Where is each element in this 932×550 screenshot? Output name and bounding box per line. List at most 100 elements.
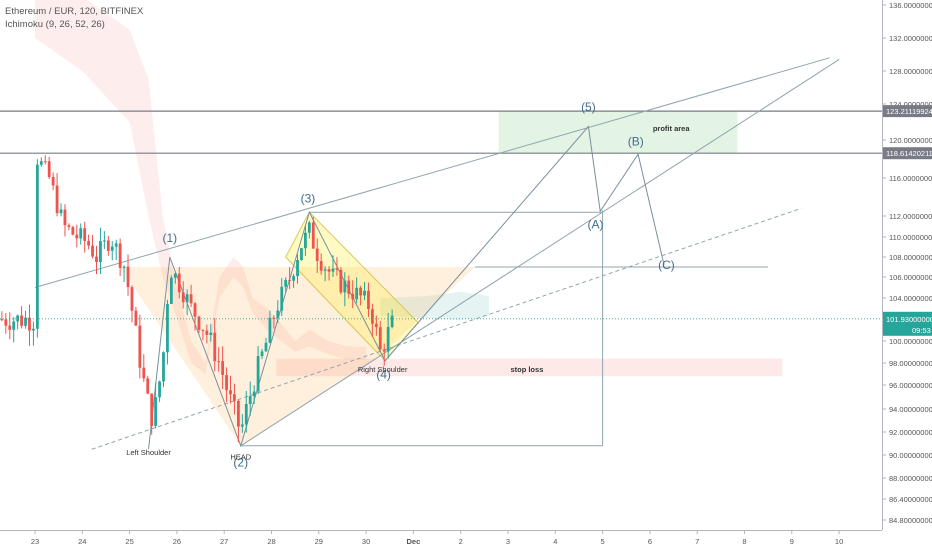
time-axis[interactable]: 23 24 25 26 27 28 29 30 Dec 2 3 4 5 6 7 8 9 10	[0, 530, 882, 546]
time-tick-label: Dec	[407, 537, 421, 546]
candle	[43, 161, 47, 163]
candle	[359, 287, 362, 296]
candle	[347, 280, 351, 294]
candle	[213, 332, 217, 362]
candle	[221, 361, 225, 376]
candle	[260, 351, 264, 357]
time-tick-label: 9	[790, 537, 794, 546]
pattern-annotation: Right Shoulder	[358, 365, 408, 374]
price-tick-label: 132.00000000	[889, 34, 932, 43]
candle	[181, 292, 185, 303]
price-tick-label: 86.40000000	[889, 495, 932, 504]
price-tick-label: 98.00000000	[889, 359, 932, 368]
candle	[87, 240, 91, 246]
time-tick-label: 10	[835, 537, 843, 546]
price-tick-label: 90.00000000	[889, 451, 932, 460]
pattern-annotation: Left Shoulder	[126, 448, 171, 457]
trendline	[91, 207, 802, 450]
candle	[47, 161, 51, 178]
time-tick-label: 7	[695, 537, 699, 546]
wave-label: (3)	[301, 192, 316, 206]
elliott-wave-path	[148, 125, 665, 450]
candle	[205, 330, 209, 335]
candle	[303, 232, 307, 249]
candle	[335, 268, 339, 270]
candle	[339, 269, 343, 293]
level-price-tag	[883, 105, 932, 118]
candle	[264, 342, 268, 352]
candle	[209, 332, 213, 335]
candle	[323, 269, 327, 271]
price-tick-label: 92.00000000	[889, 428, 932, 437]
time-tick-label: 30	[362, 537, 370, 546]
candle	[24, 317, 27, 326]
candle	[319, 261, 323, 271]
time-tick-label: 5	[601, 537, 605, 546]
price-tick-label: 124.00000000	[889, 100, 932, 109]
candle	[122, 266, 126, 268]
level-price-label: 123.21119924	[886, 107, 932, 116]
candle	[0, 319, 4, 321]
trendline	[34, 57, 830, 288]
bar-countdown: 09:53	[912, 326, 931, 335]
candle	[150, 393, 154, 426]
candle	[252, 391, 256, 397]
pattern-annotation: stop loss	[510, 365, 543, 374]
candle	[118, 243, 122, 268]
candle	[229, 390, 232, 395]
candle	[16, 315, 20, 322]
wave-label: (5)	[581, 100, 596, 114]
candle	[162, 352, 165, 382]
time-tick-label: 2	[459, 537, 463, 546]
candle	[280, 286, 284, 311]
candle	[39, 161, 43, 165]
wave-label: (1)	[162, 231, 177, 245]
candle	[284, 279, 288, 287]
current-price-tag	[883, 311, 932, 336]
candle	[59, 209, 63, 214]
candle	[91, 245, 94, 257]
candle	[126, 266, 130, 288]
candle	[158, 381, 161, 398]
price-tick-label: 128.00000000	[889, 67, 932, 76]
plot-area[interactable]: (1) (2) (3) (4) (5) (A) (B) (C) Left Shoulder HEA…	[0, 0, 882, 470]
price-tick-label: 94.00000000	[889, 405, 932, 414]
profit-area-zone	[498, 111, 738, 154]
wave-label: (B)	[628, 135, 644, 149]
candle	[240, 424, 244, 427]
candle	[28, 317, 31, 331]
candle	[367, 290, 370, 310]
time-tick-label: 29	[315, 537, 323, 546]
candle	[300, 248, 303, 260]
time-tick-label: 28	[267, 537, 275, 546]
candle	[374, 323, 378, 328]
time-tick-label: 25	[125, 537, 133, 546]
symbol-title: Ethereum / EUR, 120, BITFINEX	[5, 6, 144, 17]
current-price-label: 101.93000000	[886, 315, 932, 324]
candle	[244, 403, 248, 425]
price-tick-label: 112.00000000	[889, 212, 932, 221]
candle	[134, 310, 138, 326]
candle	[146, 378, 150, 394]
candle	[315, 248, 319, 262]
stop-loss-zone	[276, 358, 783, 377]
candle	[142, 367, 146, 379]
candle	[32, 328, 35, 331]
candle	[272, 317, 276, 319]
price-axis[interactable]: 136.00000000 132.00000000 128.00000000 124.…	[882, 0, 932, 530]
candle	[154, 397, 158, 426]
candle	[67, 225, 71, 228]
trendline	[240, 59, 840, 447]
candle	[166, 303, 169, 353]
candle	[351, 293, 355, 300]
candle	[83, 228, 87, 241]
ichimoku-cloud	[35, 0, 367, 374]
candle	[99, 241, 102, 263]
candle	[371, 309, 374, 324]
candle	[75, 234, 79, 239]
candle	[268, 317, 272, 343]
price-tick-label: 116.00000000	[889, 174, 932, 183]
wave-label: (C)	[658, 258, 675, 272]
candle	[363, 290, 366, 296]
